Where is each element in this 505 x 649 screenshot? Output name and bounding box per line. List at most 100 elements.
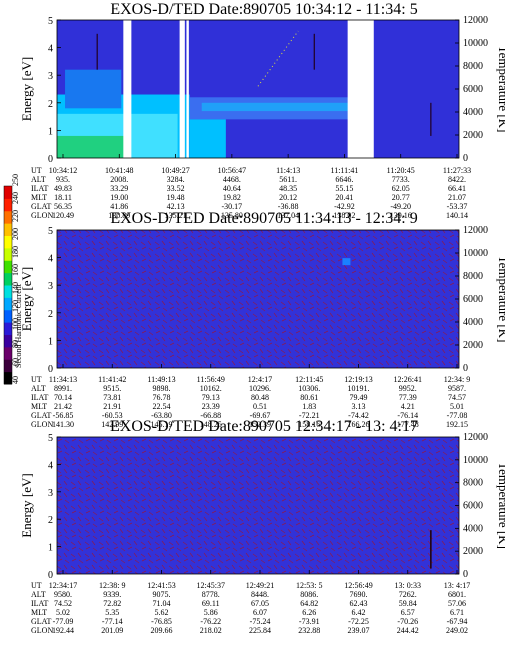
table-cell: 8086. [300,590,318,599]
data-gap [123,20,132,158]
table-cell: 4468. [223,175,241,184]
table-cell: -49.20 [390,202,411,211]
table-cell: 11:11:41 [330,166,358,175]
y-right-tick-label: 2000 [463,340,483,351]
y-right-tick-label: 6000 [463,294,483,305]
table-cell: 8422. [448,175,466,184]
table-cell: 130.89 [108,211,130,220]
table-cell: 5.62 [155,608,169,617]
colorbar-tick-label: 120 [11,300,20,312]
row-label: ILAT [31,599,48,608]
row-label: GLON [31,211,53,220]
spectrogram-image [57,437,459,574]
table-cell: 80.48 [251,393,269,402]
table-cell: 11:49:13 [147,375,175,384]
table-cell: -70.26 [397,617,418,626]
table-cell: 9339. [103,590,121,599]
table-cell: -76.22 [200,617,221,626]
table-cell: 70.14 [54,393,72,402]
intensity-region [65,69,122,109]
table-cell: 4.21 [401,402,415,411]
table-cell: 135.21 [165,211,187,220]
table-cell: 21.91 [103,402,121,411]
table-cell: 62.05 [392,184,410,193]
table-cell: 142.99 [101,420,123,429]
spectrogram-panel-1: EXOS-D/TED Date:890705 10:34:12 - 11:34:… [19,1,505,220]
row-label: UT [31,375,42,384]
row-label: GLAT [31,617,52,626]
table-cell: 19.48 [167,193,185,202]
table-cell: -60.53 [102,411,123,420]
table-cell: 10191. [348,384,370,393]
table-cell: -36.88 [278,202,299,211]
table-cell: 137.04 [277,211,299,220]
colorbar-cell [4,272,12,286]
spectrogram-image [57,20,459,158]
row-label: ILAT [31,393,48,402]
table-cell: 12:26:41 [394,375,422,384]
table-cell: 79.13 [202,393,220,402]
colorbar-cell [4,186,12,199]
table-cell: 11:41:42 [98,375,126,384]
y-tick-label: 2 [48,309,53,320]
row-label: ALT [31,590,46,599]
table-cell: -30.17 [222,202,243,211]
table-cell: 0.51 [253,402,267,411]
table-cell: 77.39 [399,393,417,402]
table-cell: -66.88 [200,411,221,420]
table-cell: 1.83 [302,402,316,411]
table-cell: 12:34: 9 [444,375,470,384]
y-right-tick-label: 2000 [463,130,483,141]
colorbar-tick-label: 220 [11,210,20,222]
y-axis-label: Energy [eV] [19,57,34,121]
table-cell: 56.35 [54,202,72,211]
table-cell: 201.09 [101,626,123,635]
y-right-tick-label: 4000 [463,523,483,534]
colorbar-tick-label: 160 [11,264,20,276]
colorbar-cell [4,198,12,212]
table-cell: 67.05 [251,599,269,608]
table-cell: 6.57 [401,608,415,617]
table-cell: 244.42 [397,626,419,635]
y-right-tick-label: 8000 [463,478,483,489]
table-cell: 9952. [399,384,417,393]
table-cell: 41.86 [110,202,128,211]
table-cell: 72.82 [103,599,121,608]
spectrogram-image [57,230,459,368]
table-cell: 6.42 [352,608,366,617]
table-cell: 12:19:13 [344,375,372,384]
row-label: ALT [31,175,46,184]
colorbar-tick-label: 200 [11,228,20,240]
table-cell: 21.07 [448,193,466,202]
table-cell: 11:34:13 [49,375,77,384]
data-gap [179,20,185,158]
row-label: UT [31,581,42,590]
table-cell: 49.83 [54,184,72,193]
table-cell: 140.14 [446,211,468,220]
table-cell: 5611. [279,175,297,184]
y-axis-label: Energy [eV] [19,267,34,331]
table-cell: 9515. [103,384,121,393]
table-cell: -73.91 [299,617,320,626]
intensity-region [201,102,355,112]
colorbar-frame [3,185,13,385]
row-label: UT [31,166,42,175]
data-gap [347,20,374,158]
y-right-tick-label: 12000 [463,225,488,236]
panel-title: EXOS-D/TED Date:890705 12:34:17 - 13: 4:… [110,418,418,435]
table-cell: 5.35 [105,608,119,617]
table-cell: 218.02 [200,626,222,635]
colorbar-cell [4,285,12,298]
y-right-tick-label: 12000 [463,15,488,26]
colorbar-cell [4,322,12,335]
colorbar-cell [4,334,12,348]
y-right-tick-label: 6000 [463,84,483,95]
colorbar-cell [4,260,12,274]
table-cell: -72.21 [299,411,320,420]
colorbar-tick-label: 80 [11,340,20,348]
table-cell: 12:4:17 [248,375,272,384]
colorbar-cell [4,247,12,261]
table-cell: 69.11 [202,599,220,608]
y-tick-label: 5 [48,16,53,27]
